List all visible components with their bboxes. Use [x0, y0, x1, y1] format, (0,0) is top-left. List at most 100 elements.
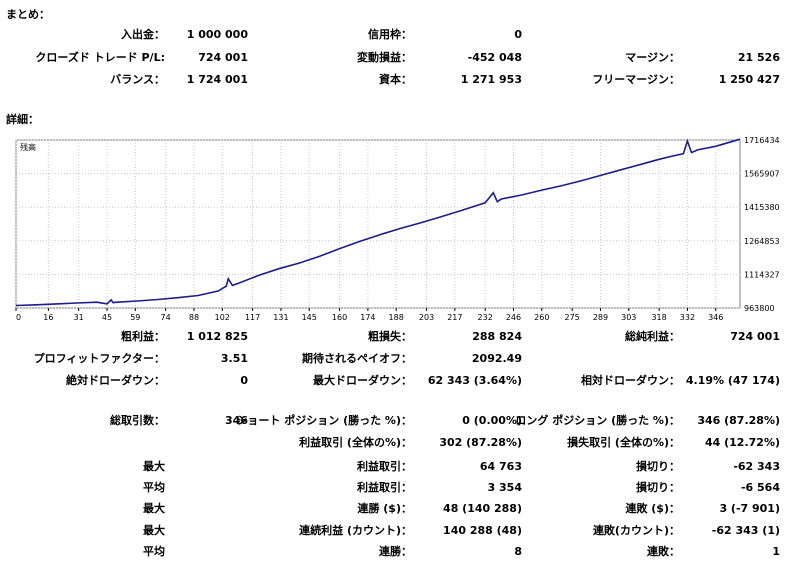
margin-value: 21 526 [737, 51, 780, 64]
x-tick-label: 332 [680, 313, 695, 320]
x-tick-label: 145 [302, 313, 317, 320]
deposit-label: 入出金： [121, 28, 165, 41]
x-tick-label: 346 [708, 313, 723, 320]
x-tick-label: 260 [534, 313, 549, 320]
y-tick-label: 1264853 [744, 237, 780, 246]
x-tick-label: 232 [478, 313, 493, 320]
x-tick-label: 318 [651, 313, 666, 320]
max-consec-row-label: 最大 [143, 502, 165, 515]
x-tick-label: 217 [447, 313, 462, 320]
margin-label: マージン： [625, 51, 680, 64]
x-tick-label: 59 [130, 313, 140, 320]
max-consec-wins-value: 48 (140 288) [443, 502, 522, 515]
deposit-value: 1 000 000 [186, 28, 248, 41]
largest-loss-value: -62 343 [733, 460, 780, 473]
average-row-label: 平均 [143, 481, 165, 494]
free-margin-label: フリーマージン： [592, 73, 680, 86]
balance-series-line [15, 138, 741, 307]
avg-profit-label: 利益取引： [357, 481, 412, 494]
x-tick-label: 275 [565, 313, 580, 320]
avg-profit-value: 3 354 [487, 481, 522, 494]
details-title: 詳細： [6, 113, 39, 126]
balance-value: 1 724 001 [186, 73, 248, 86]
balance-label: バランス： [110, 73, 165, 86]
rel-drawdown-label: 相対ドローダウン： [581, 374, 680, 387]
avg-consec-wins-label: 連勝： [379, 545, 412, 558]
x-tick-label: 0 [16, 313, 21, 320]
y-tick-label: 1114327 [744, 270, 780, 279]
average-consec-row-label: 平均 [143, 545, 165, 558]
profit-factor-label: プロフィットファクター： [33, 352, 165, 365]
total-trades-label: 総取引数： [110, 414, 165, 427]
avg-consec-losses-value: 1 [772, 545, 780, 558]
x-tick-label: 45 [102, 313, 112, 320]
net-profit-value: 724 001 [730, 330, 780, 343]
rel-drawdown-value: 4.19% (47 174) [685, 374, 780, 387]
max-consec-losses-label: 連敗 ($)： [625, 502, 680, 515]
max-consec-count-row-label: 最大 [143, 524, 165, 537]
max-drawdown-label: 最大ドローダウン： [313, 374, 412, 387]
y-tick-label: 963800 [744, 304, 775, 313]
largest-row-label: 最大 [143, 460, 165, 473]
loss-trades-value: 44 (12.72%) [704, 436, 780, 449]
max-consec-loss-label: 連敗(カウント)： [592, 524, 680, 537]
expected-payoff-value: 2092.49 [471, 352, 522, 365]
gross-profit-value: 1 012 825 [186, 330, 248, 343]
profit-trades-value: 302 (87.28%) [439, 436, 522, 449]
largest-profit-value: 64 763 [479, 460, 522, 473]
long-positions-value: 346 (87.28%) [697, 414, 780, 427]
floating-value: -452 048 [467, 51, 522, 64]
x-tick-label: 203 [419, 313, 434, 320]
avg-consec-losses-label: 連敗： [647, 545, 680, 558]
short-positions-label: ショート ポジション (勝った %)： [236, 414, 412, 427]
x-tick-label: 160 [332, 313, 347, 320]
equity-label: 資本： [379, 73, 412, 86]
x-tick-label: 131 [273, 313, 288, 320]
profit-trades-label: 利益取引 (全体の%)： [299, 436, 412, 449]
x-tick-label: 31 [74, 313, 84, 320]
gross-loss-value: 288 824 [472, 330, 522, 343]
chart-title: 残高 [20, 142, 36, 152]
short-positions-value: 0 (0.00%) [462, 414, 522, 427]
max-consec-losses-value: 3 (-7 901) [719, 502, 780, 515]
long-positions-label: ロング ポジション (勝った %)： [515, 414, 680, 427]
y-tick-label: 1565907 [744, 170, 780, 179]
max-consec-profit-label: 連続利益 (カウント)： [299, 524, 412, 537]
y-axis-ticks: 1716434 1565907 1415380 1264853 1114327 96380… [744, 136, 780, 313]
profit-factor-value: 3.51 [220, 352, 248, 365]
expected-payoff-label: 期待されるペイオフ： [302, 352, 412, 365]
max-consec-profit-value: 140 288 (48) [443, 524, 522, 537]
x-tick-label: 74 [161, 313, 171, 320]
x-tick-label: 117 [245, 313, 260, 320]
avg-loss-label: 損切り： [636, 481, 680, 494]
avg-consec-wins-value: 8 [514, 545, 522, 558]
largest-loss-label: 損切り： [636, 460, 680, 473]
summary-title: まとめ： [6, 8, 50, 21]
equity-value: 1 271 953 [460, 73, 522, 86]
max-drawdown-value: 62 343 (3.64%) [427, 374, 522, 387]
chart-plot-area [15, 139, 741, 309]
total-trades-value: 346 [225, 414, 248, 427]
y-tick-label: 1415380 [744, 203, 780, 212]
free-margin-value: 1 250 427 [718, 73, 780, 86]
credit-label: 信用枠： [368, 28, 412, 41]
x-tick-label: 188 [389, 313, 404, 320]
abs-drawdown-label: 絶対ドローダウン： [66, 374, 165, 387]
x-tick-label: 174 [360, 313, 375, 320]
x-axis-ticks: 0 16 31 45 59 74 88 102 117 131 145 160 174 188 203 217… [15, 308, 723, 320]
x-tick-label: 246 [506, 313, 521, 320]
net-profit-label: 総純利益： [625, 330, 680, 343]
gross-profit-label: 粗利益： [121, 330, 165, 343]
chart-grid [15, 139, 740, 309]
loss-trades-label: 損失取引 (全体の%)： [567, 436, 680, 449]
balance-chart: 残高 0 16 31 45 59 74 88 102 117 131 145 160 174 188 203… [15, 136, 780, 320]
max-consec-loss-value: -62 343 (1) [711, 524, 780, 537]
x-tick-label: 102 [215, 313, 230, 320]
x-tick-label: 88 [189, 313, 199, 320]
x-tick-label: 289 [593, 313, 608, 320]
closed-pl-label: クローズド トレード P/L: [35, 51, 165, 64]
x-tick-label: 16 [43, 313, 53, 320]
max-consec-wins-label: 連勝 ($)： [357, 502, 412, 515]
largest-profit-label: 利益取引： [357, 460, 412, 473]
credit-value: 0 [514, 28, 522, 41]
